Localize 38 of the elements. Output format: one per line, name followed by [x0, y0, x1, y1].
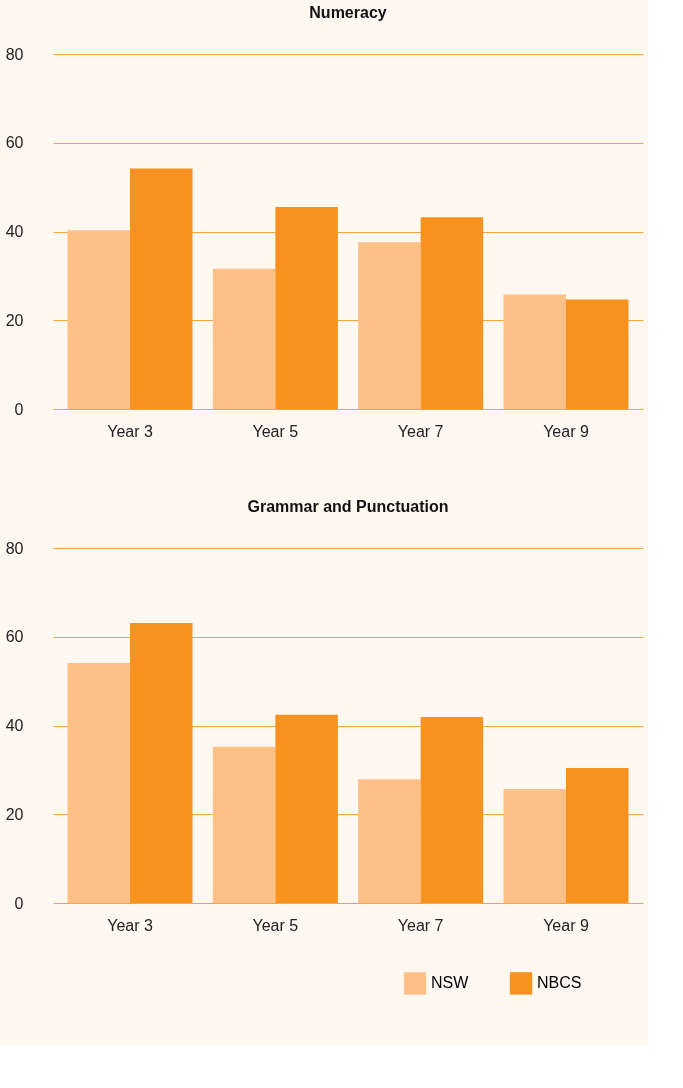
y-tick-label: 0: [14, 894, 24, 912]
bar: [420, 217, 484, 409]
y-tick-label: 20: [5, 311, 24, 329]
x-tick-label: Year 9: [543, 916, 589, 934]
chart-title: Numeracy: [309, 4, 387, 21]
bar: [212, 268, 276, 409]
bar: [275, 714, 338, 903]
x-tick-label: Year 9: [543, 422, 589, 440]
bar: [275, 207, 338, 409]
y-tick-label: 80: [5, 45, 24, 63]
x-tick-label: Year 3: [107, 916, 153, 934]
bar: [565, 768, 629, 903]
bar: [358, 779, 421, 903]
bar: [67, 230, 131, 409]
x-tick-label: Year 7: [397, 422, 444, 440]
y-tick-label: 0: [14, 400, 24, 418]
bar: [358, 242, 421, 409]
bar: [503, 788, 566, 903]
x-tick-label: Year 5: [252, 422, 299, 440]
y-tick-label: 80: [5, 539, 24, 557]
bar: [67, 662, 131, 903]
x-tick-label: Year 7: [397, 916, 444, 934]
bar: [130, 622, 193, 903]
x-tick-label: Year 3: [107, 422, 153, 440]
y-tick-label: 40: [5, 717, 24, 734]
chart-title: Grammar and Punctuation: [247, 498, 449, 515]
bar: [212, 746, 276, 903]
x-tick-label: Year 5: [252, 916, 299, 934]
bar: [565, 299, 629, 409]
y-tick-label: 60: [5, 628, 24, 646]
y-tick-label: 60: [5, 134, 24, 152]
y-tick-label: 40: [5, 223, 24, 240]
bar: [130, 168, 193, 409]
bar: [503, 294, 566, 409]
legend-label: NBCS: [537, 974, 582, 992]
bar: [420, 717, 484, 903]
legend-label: NSW: [431, 974, 470, 992]
y-tick-label: 20: [5, 805, 24, 823]
